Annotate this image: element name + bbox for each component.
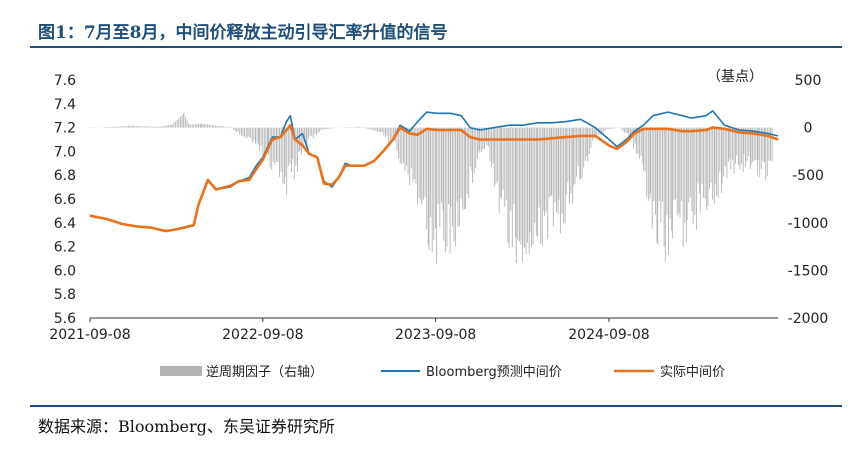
axes: 7.6 7.4 7.2 7.0 6.8 6.6 6.4 6.2 6.0 5.8 5.6 500 0 -50… — [49, 73, 828, 343]
y-right-tick-label: 0 — [804, 121, 813, 137]
x-tick-label: 2024-09-08 — [568, 327, 649, 343]
x-tick-label: 2022-09-08 — [222, 327, 303, 343]
x-tick-label: 2023-09-08 — [395, 327, 476, 343]
lines — [89, 110, 779, 233]
y-left-tick-label: 7.6 — [54, 73, 76, 89]
legend: 逆周期因子（右轴） Bloomberg预测中间价 实际中间价 — [160, 364, 725, 380]
y-left-tick-label: 6.8 — [54, 168, 76, 184]
y-left-tick-label: 6.4 — [54, 216, 76, 232]
y-right-tick-label: -1000 — [788, 216, 829, 232]
legend-label-factor: 逆周期因子（右轴） — [206, 364, 323, 380]
legend-label-bloomberg: Bloomberg预测中间价 — [426, 365, 562, 380]
right-axis-unit-label: （基点） — [707, 68, 763, 85]
y-left-tick-label: 6.0 — [54, 263, 76, 279]
factor-bars — [89, 113, 773, 264]
figure-title: 图1：7月至8月，中间价释放主动引导汇率升值的信号 — [38, 23, 448, 43]
y-left-tick-label: 5.6 — [54, 311, 76, 327]
legend-label-actual: 实际中间价 — [660, 365, 725, 380]
y-right-tick-label: -2000 — [788, 311, 829, 327]
y-right-tick-label: 500 — [795, 73, 822, 89]
top-rule — [30, 46, 842, 48]
legend-swatch-factor — [160, 366, 202, 376]
y-left-tick-label: 5.8 — [54, 287, 76, 303]
y-left-tick-label: 6.2 — [54, 240, 76, 256]
y-left-tick-label: 7.0 — [54, 144, 76, 160]
y-left-tick-label: 7.4 — [54, 97, 76, 113]
y-left-tick-label: 6.6 — [54, 192, 76, 208]
source-note: 数据来源：Bloomberg、东吴证券研究所 — [38, 417, 335, 436]
series-line-actual — [89, 123, 779, 233]
y-left-tick-label: 7.2 — [54, 121, 76, 137]
y-right-tick-label: -1500 — [788, 263, 829, 279]
y-right-tick-label: -500 — [792, 168, 824, 184]
x-tick-label: 2021-09-08 — [49, 327, 130, 343]
bottom-rule — [30, 405, 842, 407]
